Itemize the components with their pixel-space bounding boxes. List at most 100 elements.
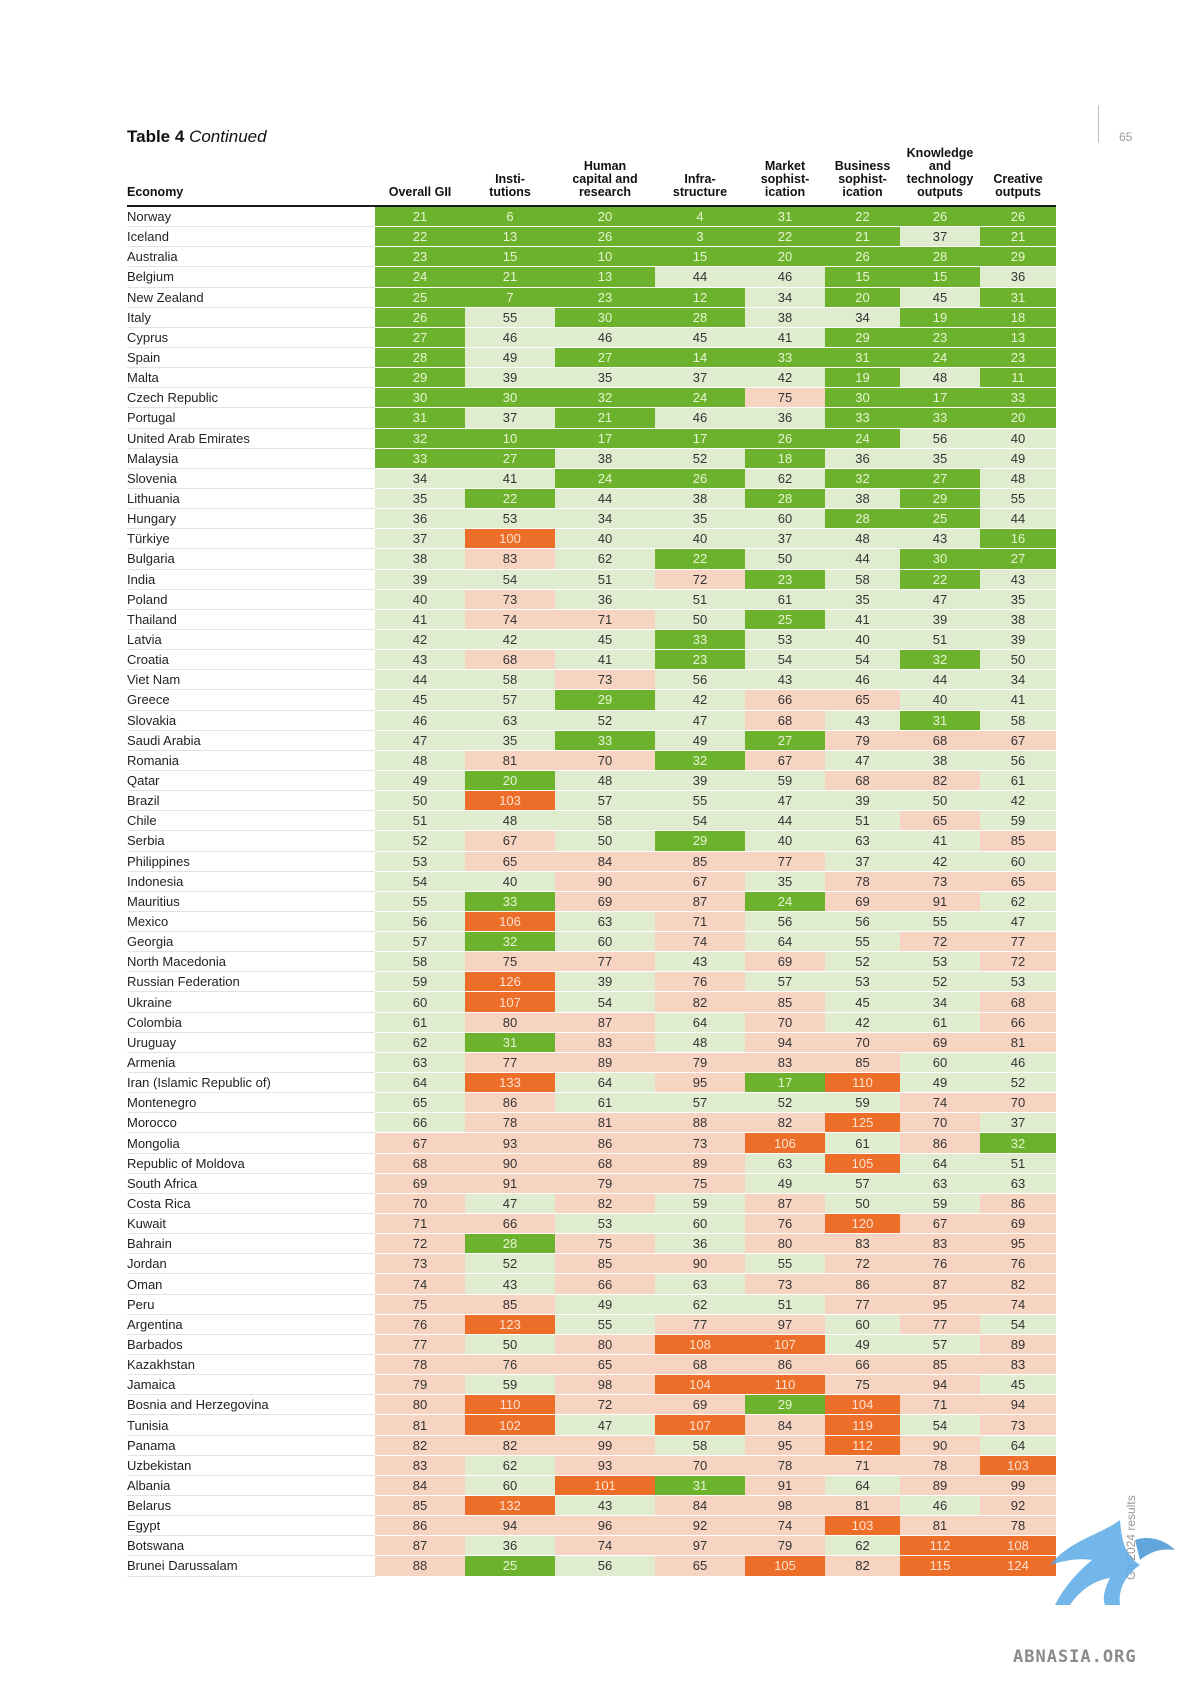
economy-cell: Greece — [127, 689, 375, 711]
rank-cell: 77 — [375, 1334, 465, 1356]
economy-cell: Colombia — [127, 1012, 375, 1033]
rank-cell: 53 — [745, 629, 825, 651]
table-row: Botswana 87 36 74 97 79 62 112 108 — [127, 1535, 1056, 1557]
rank-cell: 70 — [825, 1032, 900, 1053]
rank-cell: 61 — [900, 1012, 980, 1033]
rank-cell: 54 — [900, 1414, 980, 1436]
rank-cell: 47 — [900, 589, 980, 610]
rank-cell: 85 — [655, 851, 745, 872]
rank-cell: 90 — [900, 1435, 980, 1456]
rank-cell: 34 — [980, 669, 1056, 691]
rank-cell: 75 — [375, 1294, 465, 1315]
rank-cell: 43 — [465, 1273, 555, 1295]
rank-cell: 83 — [555, 1032, 655, 1053]
rank-cell: 49 — [555, 1294, 655, 1315]
rank-cell: 40 — [375, 589, 465, 610]
watermark: ABNASIA.ORG — [1013, 1647, 1137, 1667]
rank-cell: 24 — [745, 891, 825, 912]
rank-cell: 39 — [375, 569, 465, 590]
table-row: India 39 54 51 72 23 58 22 43 — [127, 569, 1056, 590]
rank-cell: 94 — [465, 1515, 555, 1537]
rank-cell: 26 — [555, 226, 655, 248]
rank-cell: 48 — [465, 810, 555, 832]
rank-cell: 85 — [825, 1052, 900, 1074]
rank-cell: 73 — [655, 1132, 745, 1154]
rank-cell: 85 — [555, 1253, 655, 1275]
rank-cell: 82 — [980, 1273, 1056, 1295]
economy-cell: Oman — [127, 1273, 375, 1295]
rank-cell: 20 — [465, 770, 555, 792]
table-row: Iran (Islamic Republic of) 64 133 64 95 17 110… — [127, 1072, 1056, 1094]
economy-cell: Malta — [127, 367, 375, 389]
rank-cell: 33 — [900, 407, 980, 429]
economy-cell: Montenegro — [127, 1092, 375, 1114]
column-header-economy: Economy — [127, 185, 184, 199]
rank-cell: 66 — [555, 1273, 655, 1295]
table-row: Portugal 31 37 21 46 36 33 33 20 — [127, 407, 1056, 429]
rank-cell: 47 — [745, 790, 825, 812]
table-row: Argentina 76 123 55 77 97 60 77 54 — [127, 1314, 1056, 1335]
rank-cell: 69 — [980, 1213, 1056, 1235]
rank-cell: 57 — [655, 1092, 745, 1114]
table-header-row: Economy Overall GII Insti-tutions Human c… — [127, 140, 1056, 206]
rank-cell: 24 — [825, 428, 900, 449]
rank-cell: 73 — [900, 871, 980, 892]
rank-cell: 63 — [465, 710, 555, 731]
rank-cell: 36 — [980, 266, 1056, 288]
rank-cell: 50 — [900, 790, 980, 812]
table-row: South Africa 69 91 79 75 49 57 63 63 — [127, 1173, 1056, 1194]
rank-cell: 22 — [375, 226, 465, 248]
rank-cell: 83 — [745, 1052, 825, 1074]
table-row: Czech Republic 30 30 32 24 75 30 17 33 — [127, 387, 1056, 409]
rank-cell: 77 — [745, 851, 825, 872]
rank-cell: 60 — [825, 1314, 900, 1335]
economy-cell: Georgia — [127, 931, 375, 953]
economy-cell: Australia — [127, 246, 375, 268]
economy-cell: Mongolia — [127, 1132, 375, 1154]
rank-cell: 57 — [900, 1334, 980, 1356]
rank-cell: 72 — [980, 951, 1056, 973]
rank-cell: 17 — [900, 387, 980, 409]
rank-cell: 68 — [555, 1153, 655, 1174]
rank-cell: 49 — [900, 1072, 980, 1094]
rank-cell: 62 — [980, 891, 1056, 912]
page-number: 65 — [1119, 130, 1133, 144]
rank-cell: 15 — [655, 246, 745, 268]
rank-cell: 20 — [745, 246, 825, 268]
economy-cell: Panama — [127, 1435, 375, 1456]
rank-cell: 77 — [980, 931, 1056, 953]
rank-cell: 88 — [375, 1555, 465, 1577]
table-row: Egypt 86 94 96 92 74 103 81 78 — [127, 1515, 1056, 1537]
rank-cell: 22 — [825, 206, 900, 228]
table-row: Mexico 56 106 63 71 56 56 55 47 — [127, 911, 1056, 933]
rank-cell: 95 — [745, 1435, 825, 1456]
rank-cell: 86 — [745, 1354, 825, 1376]
rank-cell: 23 — [555, 287, 655, 308]
rank-cell: 43 — [555, 1495, 655, 1517]
rank-cell: 70 — [980, 1092, 1056, 1114]
rank-cell: 95 — [655, 1072, 745, 1094]
rank-cell: 63 — [555, 911, 655, 933]
rank-cell: 80 — [745, 1233, 825, 1255]
rank-cell: 21 — [980, 226, 1056, 248]
rank-cell: 74 — [465, 609, 555, 630]
rank-cell: 64 — [745, 931, 825, 953]
rank-cell: 25 — [900, 508, 980, 530]
table-row: Serbia 52 67 50 29 40 63 41 85 — [127, 830, 1056, 852]
rank-cell: 13 — [555, 266, 655, 288]
rank-cell: 42 — [900, 851, 980, 872]
rank-cell: 68 — [375, 1153, 465, 1174]
table-row: Greece 45 57 29 42 66 65 40 41 — [127, 689, 1056, 711]
rank-cell: 38 — [900, 750, 980, 771]
economy-cell: Morocco — [127, 1112, 375, 1134]
table-row: Tunisia 81 102 47 107 84 119 54 73 — [127, 1414, 1056, 1436]
table-row: Montenegro 65 86 61 57 52 59 74 70 — [127, 1092, 1056, 1114]
rank-cell: 64 — [900, 1153, 980, 1174]
rank-cell: 132 — [465, 1495, 555, 1517]
rank-cell: 25 — [375, 287, 465, 308]
rank-cell: 31 — [825, 347, 900, 369]
rank-cell: 53 — [555, 1213, 655, 1235]
rank-cell: 47 — [465, 1193, 555, 1215]
rank-cell: 75 — [655, 1173, 745, 1194]
economy-cell: Kuwait — [127, 1213, 375, 1235]
